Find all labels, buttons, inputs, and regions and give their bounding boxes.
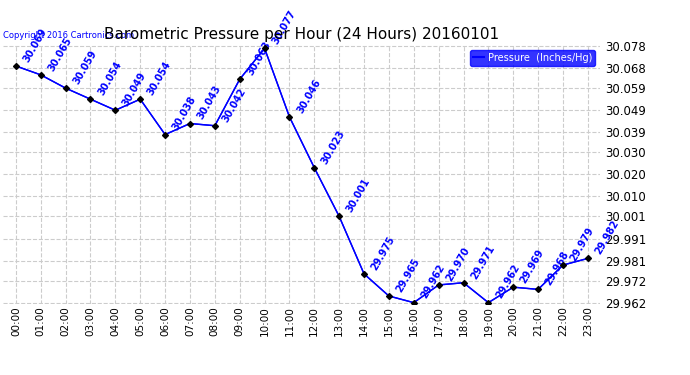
Text: 30.065: 30.065: [46, 35, 74, 73]
Text: 30.049: 30.049: [121, 70, 148, 108]
Text: 30.043: 30.043: [195, 84, 223, 122]
Legend: Pressure  (Inches/Hg): Pressure (Inches/Hg): [470, 50, 595, 66]
Text: Copyright 2016 Cartronics.com: Copyright 2016 Cartronics.com: [3, 31, 135, 40]
Text: 30.077: 30.077: [270, 9, 297, 46]
Text: 30.038: 30.038: [170, 95, 198, 132]
Text: 30.054: 30.054: [146, 60, 173, 97]
Text: 29.962: 29.962: [494, 263, 522, 300]
Text: 30.001: 30.001: [345, 177, 372, 214]
Text: 30.042: 30.042: [220, 86, 248, 123]
Text: 30.059: 30.059: [71, 48, 99, 86]
Text: 29.971: 29.971: [469, 243, 497, 280]
Text: 29.975: 29.975: [370, 234, 397, 272]
Text: 30.046: 30.046: [295, 77, 322, 115]
Text: 29.968: 29.968: [544, 250, 571, 287]
Text: 29.982: 29.982: [593, 219, 621, 256]
Text: 29.969: 29.969: [519, 248, 546, 285]
Text: 29.965: 29.965: [395, 256, 422, 294]
Text: 30.054: 30.054: [96, 60, 124, 97]
Text: 29.970: 29.970: [444, 245, 472, 283]
Text: 30.063: 30.063: [245, 40, 273, 77]
Text: 29.979: 29.979: [569, 225, 596, 263]
Text: 29.962: 29.962: [420, 263, 446, 300]
Text: 30.069: 30.069: [21, 26, 49, 64]
Text: 30.023: 30.023: [320, 128, 347, 166]
Title: Barometric Pressure per Hour (24 Hours) 20160101: Barometric Pressure per Hour (24 Hours) …: [104, 27, 500, 42]
